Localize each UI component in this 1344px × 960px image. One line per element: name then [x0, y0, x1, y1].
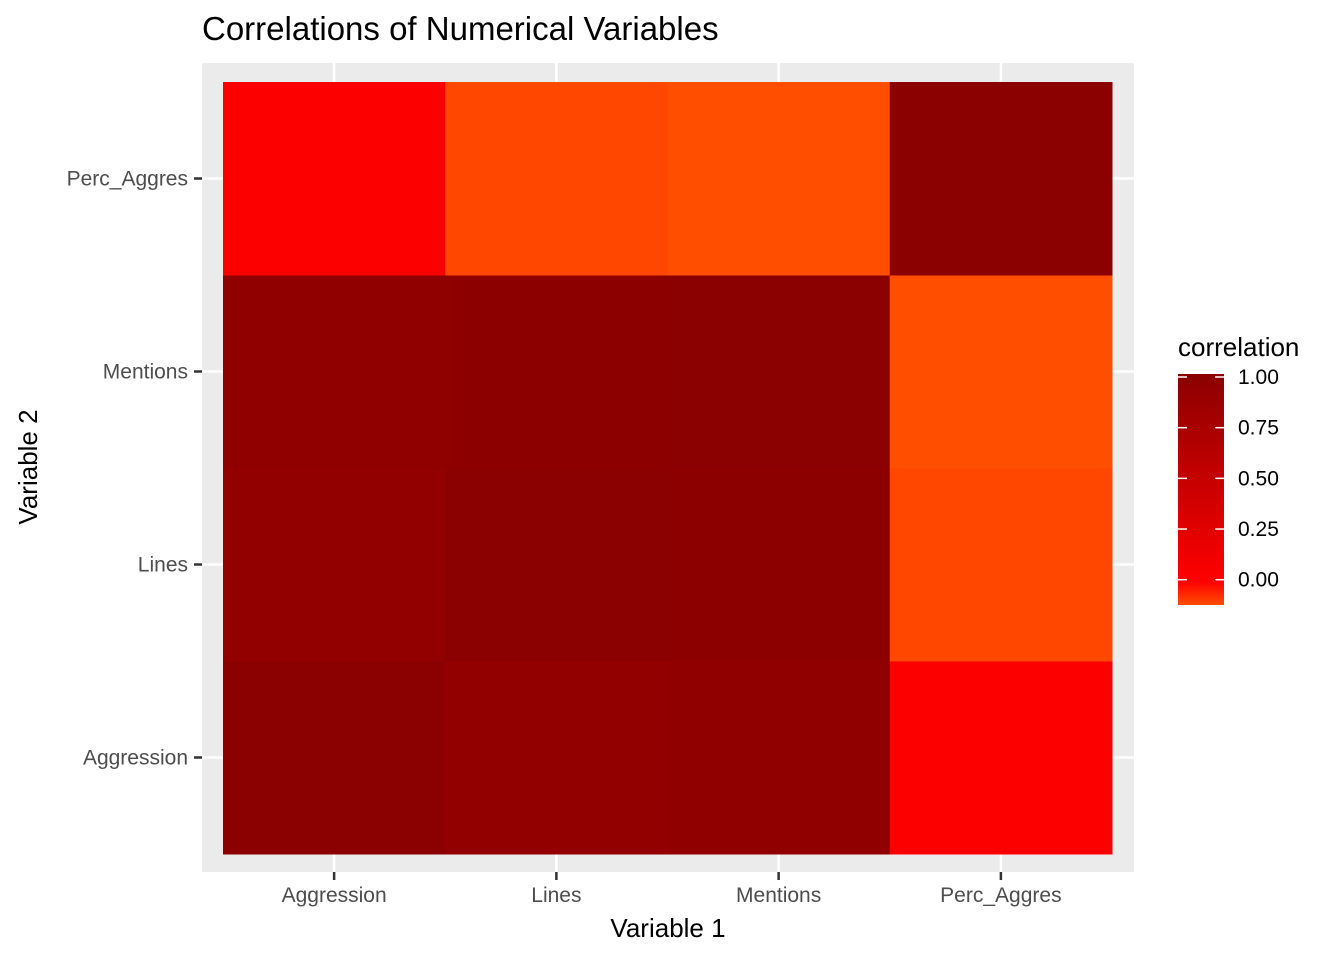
heatmap-cell-aggression-perc-aggres [223, 82, 446, 276]
x-tick-label: Lines [531, 884, 581, 907]
heatmap-cell-aggression-aggression [223, 661, 446, 855]
heatmap-cell-lines-mentions [445, 275, 668, 469]
heatmap-cell-lines-aggression [445, 661, 668, 855]
y-tick-label: Mentions [103, 361, 188, 384]
heatmap-cell-perc-aggres-aggression [889, 661, 1113, 855]
x-axis-ticks: Aggression Lines Mentions Perc_Aggres [282, 872, 1062, 907]
heatmap-cell-lines-lines [445, 468, 668, 662]
legend-colorbar [1178, 374, 1224, 605]
x-axis-title: Variable 1 [610, 913, 725, 943]
heatmap-cell-perc-aggres-lines [889, 468, 1113, 662]
legend-tick-label: 0.50 [1238, 467, 1279, 490]
legend-tick-label: 1.00 [1238, 366, 1279, 389]
legend-ticks: 1.00 0.75 0.50 0.25 0.00 [1178, 366, 1279, 592]
heatmap-cell-perc-aggres-mentions [889, 275, 1113, 469]
x-tick-label: Aggression [282, 884, 387, 907]
heatmap-cell-mentions-mentions [667, 275, 891, 469]
heatmap-cell-perc-aggres-perc-aggres [889, 82, 1113, 276]
legend-tick-label: 0.00 [1238, 569, 1279, 592]
x-tick-label: Mentions [736, 884, 821, 907]
y-axis-title: Variable 2 [13, 409, 43, 524]
y-tick-label: Perc_Aggres [67, 168, 188, 191]
y-tick-label: Lines [138, 554, 188, 577]
legend-tick-label: 0.75 [1238, 417, 1279, 440]
heatmap-cell-lines-perc-aggres [445, 82, 668, 276]
y-tick-label: Aggression [83, 747, 188, 770]
heatmap-cell-aggression-mentions [223, 275, 446, 469]
heatmap-cells [223, 82, 1113, 855]
heatmap-cell-mentions-lines [667, 468, 891, 662]
legend-tick-label: 0.25 [1238, 518, 1279, 541]
legend-title: correlation [1178, 332, 1299, 362]
y-axis-ticks: Aggression Lines Mentions Perc_Aggres [67, 168, 202, 770]
heatmap-cell-mentions-perc-aggres [667, 82, 891, 276]
heatmap-cell-mentions-aggression [667, 661, 891, 855]
chart-title: Correlations of Numerical Variables [202, 10, 719, 47]
heatmap-cell-aggression-lines [223, 468, 446, 662]
x-tick-label: Perc_Aggres [940, 884, 1061, 907]
